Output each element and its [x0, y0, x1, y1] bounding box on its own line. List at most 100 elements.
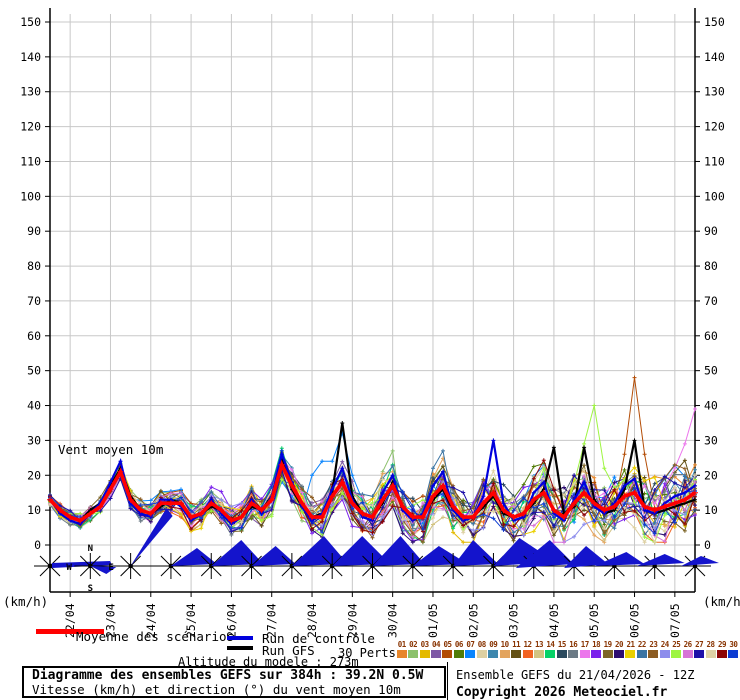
svg-text:100: 100 [704, 189, 725, 203]
wind-ensemble-chart: 0 0 10 10 20 20 30 30 40 40 50 50 60 60 70 70 80 80 90 90 10… [20, 8, 725, 638]
svg-text:140: 140 [20, 50, 41, 64]
pert-item: 09 [488, 640, 499, 658]
pert-number: 28 [706, 640, 716, 649]
svg-text:N: N [88, 544, 93, 554]
svg-text:110: 110 [20, 154, 41, 168]
perts-count-label: 30 Perts. [338, 646, 404, 660]
pert-color-swatch [545, 650, 556, 658]
pert-item: 13 [533, 640, 544, 658]
pert-number: 05 [443, 640, 452, 649]
pert-color-swatch [728, 650, 739, 658]
svg-text:S: S [88, 584, 93, 594]
svg-text:28/04: 28/04 [305, 603, 319, 638]
svg-text:30: 30 [27, 433, 41, 447]
pert-item: 25 [671, 640, 682, 658]
chart-subtitle: Vitesse (km/h) et direction (°) du vent … [32, 682, 401, 697]
pert-number: 30 [729, 640, 738, 649]
svg-text:40: 40 [704, 399, 718, 413]
pert-item: 03 [419, 640, 430, 658]
pert-item: 22 [636, 640, 647, 658]
svg-text:60: 60 [704, 329, 718, 343]
svg-text:60: 60 [27, 329, 41, 343]
pert-item: 08 [476, 640, 487, 658]
pert-item: 07 [465, 640, 476, 658]
pert-number: 19 [603, 640, 613, 649]
perturbation-legend: 01 02 03 04 05 06 07 08 09 10 11 12 13 14 15 16 17 18 19 20… [396, 640, 739, 658]
pert-number: 18 [592, 640, 601, 649]
pert-item: 23 [648, 640, 659, 658]
pert-item: 18 [590, 640, 602, 658]
chart-info-box: Diagramme des ensembles GEFS sur 384h : … [22, 666, 446, 698]
pert-item: 17 [579, 640, 590, 658]
pert-item: 26 [682, 640, 693, 658]
svg-text:E: E [108, 563, 113, 573]
pert-color-swatch [625, 650, 636, 658]
pert-item: 20 [613, 640, 625, 658]
svg-text:24/04: 24/04 [144, 603, 158, 638]
unit-label-right: (km/h) [703, 594, 740, 609]
svg-text:120: 120 [20, 120, 41, 134]
pert-color-swatch [682, 650, 693, 658]
svg-text:10: 10 [27, 503, 41, 517]
svg-text:80: 80 [27, 259, 41, 273]
pert-number: 02 [409, 640, 418, 649]
pert-number: 07 [466, 640, 475, 649]
pert-color-swatch [453, 650, 464, 658]
pert-color-swatch [465, 650, 476, 658]
pert-item: 12 [522, 640, 533, 658]
legend-control-label: Run de contrôle [262, 631, 375, 646]
svg-text:06/05: 06/05 [628, 603, 642, 638]
pert-item: 01 [396, 640, 407, 658]
pert-color-swatch [442, 650, 453, 658]
svg-text:0: 0 [34, 538, 41, 552]
svg-text:30/04: 30/04 [386, 603, 400, 638]
svg-text:130: 130 [704, 85, 725, 99]
pert-item: 21 [625, 640, 636, 658]
svg-text:10: 10 [704, 503, 718, 517]
pert-color-swatch [636, 650, 647, 658]
pert-color-swatch [694, 650, 705, 658]
pert-item: 28 [705, 640, 716, 658]
pert-number: 08 [477, 640, 487, 649]
pert-item: 16 [568, 640, 579, 658]
unit-label-left: (km/h) [3, 594, 49, 609]
svg-text:80: 80 [704, 259, 718, 273]
pert-color-swatch [396, 650, 407, 658]
pert-number: 03 [420, 640, 430, 649]
pert-color-swatch [408, 650, 419, 658]
svg-text:26/04: 26/04 [224, 603, 238, 638]
pert-number: 29 [717, 640, 727, 649]
svg-text:30: 30 [704, 433, 718, 447]
pert-number: 16 [569, 640, 578, 649]
pert-color-swatch [671, 650, 682, 658]
pert-item: 02 [407, 640, 419, 658]
svg-text:100: 100 [20, 189, 41, 203]
svg-text:0: 0 [704, 538, 711, 552]
pert-item: 29 [716, 640, 727, 658]
svg-text:140: 140 [704, 50, 725, 64]
svg-text:70: 70 [704, 294, 718, 308]
pert-item: 11 [510, 640, 522, 658]
mean-line-swatch [36, 629, 104, 634]
svg-text:40: 40 [27, 399, 41, 413]
pert-number: 04 [432, 640, 441, 649]
svg-text:23/04: 23/04 [103, 603, 117, 638]
pert-item: 15 [556, 640, 567, 658]
footer-divider [447, 662, 448, 700]
svg-text:27/04: 27/04 [265, 603, 279, 638]
svg-text:150: 150 [20, 15, 41, 29]
pert-color-swatch [533, 650, 544, 658]
pert-item: 14 [545, 640, 556, 658]
pert-color-swatch [568, 650, 579, 658]
pert-number: 14 [546, 640, 555, 649]
pert-number: 12 [523, 640, 533, 649]
pert-number: 17 [580, 640, 590, 649]
svg-text:02/05: 02/05 [466, 603, 480, 638]
svg-text:130: 130 [20, 85, 41, 99]
svg-text:110: 110 [704, 154, 725, 168]
pert-number: 23 [649, 640, 658, 649]
pert-color-swatch [579, 650, 590, 658]
pert-number: 09 [489, 640, 498, 649]
pert-number: 25 [672, 640, 681, 649]
svg-text:W: W [66, 563, 72, 573]
